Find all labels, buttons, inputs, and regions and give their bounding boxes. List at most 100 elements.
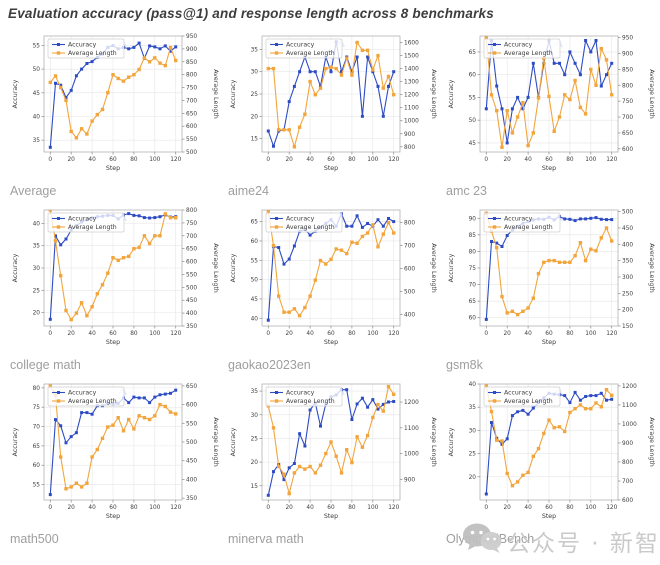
svg-text:600: 600: [404, 267, 415, 273]
svg-text:0: 0: [484, 157, 488, 163]
svg-text:200: 200: [622, 308, 633, 314]
svg-text:60: 60: [545, 157, 553, 163]
svg-text:30: 30: [251, 413, 259, 419]
svg-text:Accuracy: Accuracy: [448, 79, 455, 108]
svg-text:450: 450: [186, 459, 197, 465]
svg-text:50: 50: [469, 118, 477, 124]
figure-title: Evaluation accuracy (pass@1) and respons…: [8, 6, 494, 21]
subplot-math500: 0 20 40 60 80 100 120 55 60 65 70 75 80 350 400 450 500 5…: [8, 378, 221, 548]
svg-text:40: 40: [251, 316, 259, 322]
svg-text:350: 350: [622, 259, 633, 265]
svg-text:Accuracy: Accuracy: [448, 427, 455, 456]
svg-text:25: 25: [251, 92, 259, 98]
svg-text:35: 35: [33, 244, 41, 250]
svg-text:0: 0: [266, 331, 270, 337]
svg-text:Accuracy: Accuracy: [68, 42, 97, 49]
svg-text:60: 60: [109, 157, 117, 163]
subplot-college-math: 0 20 40 60 80 100 120 20 25 30 35 40 350 400 450 500 550…: [8, 204, 221, 374]
svg-text:300: 300: [622, 275, 633, 281]
svg-text:45: 45: [251, 297, 259, 303]
svg-text:Accuracy: Accuracy: [504, 42, 533, 49]
svg-text:30: 30: [251, 70, 259, 76]
svg-text:550: 550: [186, 272, 197, 278]
svg-text:80: 80: [469, 249, 477, 255]
svg-text:950: 950: [622, 36, 633, 42]
svg-text:1000: 1000: [622, 422, 637, 428]
svg-text:15: 15: [251, 137, 259, 143]
subplot-gsm8k: 0 20 40 60 80 100 120 60 65 70 75 80 85 90 150 200 250 30…: [444, 204, 657, 374]
svg-text:100: 100: [585, 157, 596, 163]
svg-text:800: 800: [404, 221, 415, 227]
svg-text:120: 120: [606, 157, 617, 163]
svg-text:100: 100: [149, 157, 160, 163]
subplot-aime24: 0 20 40 60 80 100 120 15 20 25 30 35 800 900 1000 1100 1…: [226, 30, 439, 200]
svg-text:900: 900: [186, 47, 197, 53]
svg-text:600: 600: [622, 147, 633, 153]
svg-text:40: 40: [88, 157, 96, 163]
subplot-caption: college math: [10, 358, 81, 372]
svg-text:20: 20: [33, 311, 41, 317]
svg-text:15: 15: [251, 484, 259, 490]
svg-text:350: 350: [186, 324, 197, 330]
svg-text:0: 0: [48, 505, 52, 511]
svg-text:Average Length: Average Length: [212, 69, 219, 119]
svg-text:1000: 1000: [404, 452, 419, 458]
svg-text:Accuracy: Accuracy: [286, 216, 315, 223]
svg-text:80: 80: [130, 505, 138, 511]
svg-text:120: 120: [388, 505, 399, 511]
svg-text:500: 500: [622, 210, 633, 216]
svg-text:Average Length: Average Length: [68, 398, 117, 405]
svg-text:Accuracy: Accuracy: [68, 390, 97, 397]
svg-text:100: 100: [149, 505, 160, 511]
svg-text:65: 65: [469, 299, 477, 305]
svg-text:800: 800: [622, 83, 633, 89]
svg-text:100: 100: [367, 157, 378, 163]
svg-text:Accuracy: Accuracy: [448, 253, 455, 282]
svg-text:Average Length: Average Length: [286, 50, 335, 57]
svg-text:1300: 1300: [404, 80, 419, 86]
svg-text:Accuracy: Accuracy: [504, 216, 533, 223]
svg-text:Accuracy: Accuracy: [230, 253, 237, 282]
svg-text:85: 85: [469, 233, 477, 239]
svg-text:Accuracy: Accuracy: [12, 79, 19, 108]
svg-text:Average Length: Average Length: [286, 398, 335, 405]
svg-text:75: 75: [33, 405, 41, 411]
chart-canvas-amc23: 0 20 40 60 80 100 120 45 50 55 60 65 600 650 700 750 800…: [444, 30, 656, 182]
svg-text:400: 400: [404, 313, 415, 319]
svg-text:100: 100: [149, 331, 160, 337]
chart-canvas-gsm8k: 0 20 40 60 80 100 120 60 65 70 75 80 85 90 150 200 250 30…: [444, 204, 656, 356]
subplot-gaokao2023en: 0 20 40 60 80 100 120 40 45 50 55 60 65 400 500 600 700 8…: [226, 204, 439, 374]
svg-text:700: 700: [186, 234, 197, 240]
svg-text:800: 800: [186, 73, 197, 79]
svg-text:1100: 1100: [404, 426, 419, 432]
svg-text:120: 120: [170, 505, 181, 511]
svg-text:40: 40: [306, 331, 314, 337]
svg-text:40: 40: [306, 157, 314, 163]
svg-text:75: 75: [469, 266, 477, 272]
svg-text:60: 60: [109, 505, 117, 511]
svg-text:80: 80: [566, 157, 574, 163]
chart-canvas-math500: 0 20 40 60 80 100 120 55 60 65 70 75 80 350 400 450 500 5…: [8, 378, 220, 530]
subplot-caption: minerva math: [228, 532, 304, 546]
svg-text:40: 40: [88, 505, 96, 511]
subplot-caption: aime24: [228, 184, 269, 198]
subplot-caption: Average: [10, 184, 57, 198]
svg-text:600: 600: [186, 260, 197, 266]
svg-text:25: 25: [251, 436, 259, 442]
chart-canvas-gaokao2023en: 0 20 40 60 80 100 120 40 45 50 55 60 65 400 500 600 700 8…: [226, 204, 438, 356]
subplot-average: 0 20 40 60 80 100 120 35 40 45 50 55 500 550 600 650 700…: [8, 30, 221, 200]
svg-text:0: 0: [48, 157, 52, 163]
svg-text:Step: Step: [324, 339, 338, 346]
svg-text:80: 80: [348, 157, 356, 163]
svg-text:55: 55: [469, 95, 477, 101]
svg-text:900: 900: [622, 51, 633, 57]
svg-text:55: 55: [33, 43, 41, 49]
svg-text:20: 20: [285, 505, 293, 511]
svg-text:30: 30: [33, 266, 41, 272]
subplot-minerva-math: 0 20 40 60 80 100 120 15 20 25 30 35 900 1000 1100 1200…: [226, 378, 439, 548]
svg-text:60: 60: [545, 331, 553, 337]
svg-text:Step: Step: [106, 513, 120, 520]
chart-canvas-minerva-math: 0 20 40 60 80 100 120 15 20 25 30 35 900 1000 1100 1200…: [226, 378, 438, 530]
svg-text:Average Length: Average Length: [504, 224, 553, 231]
svg-text:900: 900: [404, 132, 415, 138]
